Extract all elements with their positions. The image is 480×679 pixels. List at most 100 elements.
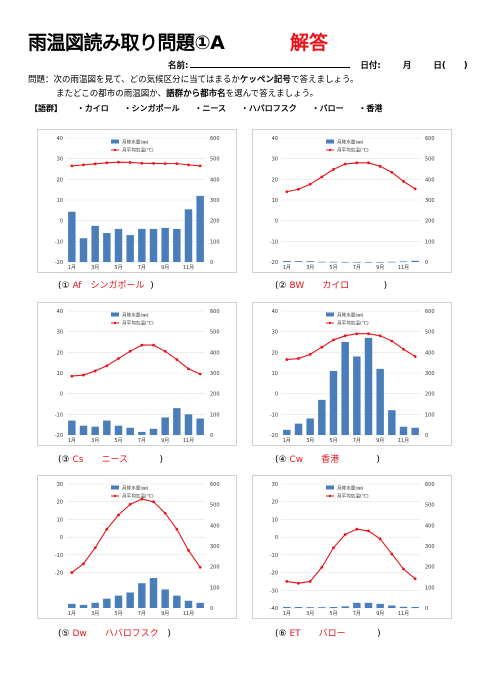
legend-precip-swatch (111, 485, 119, 490)
word-group-item: ・バロー (311, 104, 344, 113)
temp-point (332, 338, 335, 342)
caption-number: (⑥ (275, 629, 287, 639)
temp-point (402, 567, 405, 571)
y-left-tick-label: -20 (55, 571, 63, 577)
temp-point (413, 577, 417, 581)
y-right-tick-label: 600 (425, 482, 435, 488)
precip-bar (411, 427, 419, 435)
y-right-tick-label: 400 (210, 350, 220, 356)
temp-point (297, 187, 300, 191)
question-text: で答えましょう。 (290, 75, 359, 85)
temp-point (332, 168, 335, 171)
temp-point (175, 358, 179, 361)
temp-point (198, 372, 202, 376)
y-right-tick-label: 600 (425, 309, 435, 315)
precip-bar (411, 260, 419, 262)
precip-bar (138, 228, 146, 262)
temp-point (413, 355, 417, 358)
climate-chart-6: 30 20 10 0 -10 -20 -30 -40 600 500 400 300 200 100 0 1月… (252, 475, 452, 619)
caption-answer: Cs ニース (72, 455, 128, 465)
y-right-tick-label: 300 (425, 371, 435, 377)
temp-point (378, 164, 382, 168)
precip-bar (353, 602, 361, 608)
precip-bar (173, 408, 181, 435)
x-tick-label: 11月 (398, 611, 409, 617)
y-right-tick-label: 200 (425, 392, 435, 398)
legend-temp-marker (328, 148, 332, 152)
legend-precip-label: 月降水量(㎜) (122, 485, 149, 492)
x-tick-label: 3月 (306, 265, 314, 271)
temp-line (71, 498, 201, 574)
x-tick-label: 5月 (114, 611, 122, 617)
word-group-item: ・ハバロフスク (240, 104, 297, 113)
precip-bar (184, 600, 193, 608)
answer-label: 解答 (290, 32, 329, 54)
y-right-tick-label: 500 (425, 157, 435, 163)
temp-line (286, 528, 416, 584)
precip-bar (341, 342, 349, 435)
x-tick-label: 3月 (91, 438, 99, 444)
legend-temp-label: 月平均気温(℃) (337, 493, 369, 500)
y-right-tick-label: 300 (425, 544, 435, 550)
x-tick-label: 1月 (68, 611, 76, 617)
x-tick-label: 7月 (353, 438, 361, 444)
y-right-tick-label: 500 (210, 330, 220, 336)
caption-close: ) (167, 629, 171, 639)
precip-bar (149, 428, 158, 435)
x-tick-label: 11月 (183, 438, 194, 444)
precip-bar (149, 578, 158, 608)
temp-point (140, 343, 144, 347)
y-right-tick-label: 400 (210, 177, 220, 183)
name-date-row: 名前: 日付: 月 日() (168, 59, 468, 71)
precip-bar (364, 337, 373, 435)
x-tick-label: 7月 (138, 438, 146, 444)
temp-point (187, 367, 190, 371)
y-left-tick-label: 10 (272, 517, 278, 523)
worksheet-title: 雨温図読み取り問題①A (28, 32, 225, 54)
y-right-tick-label: 300 (210, 371, 220, 377)
caption-number: (⑤ (58, 629, 70, 639)
x-tick-label: 11月 (183, 265, 194, 271)
x-tick-label: 7月 (353, 265, 361, 271)
temp-point (402, 180, 405, 183)
precip-bar (399, 261, 408, 262)
temp-point (367, 529, 370, 533)
precip-bar (294, 423, 303, 435)
x-tick-label: 5月 (329, 265, 337, 271)
word-group-item: ・香港 (358, 104, 383, 113)
name-field[interactable] (190, 59, 351, 68)
y-right-tick-label: 300 (210, 544, 220, 550)
y-left-tick-label: 0 (275, 219, 278, 225)
answer-caption-3: (③ Cs ニース ) (58, 452, 258, 465)
precip-bar (364, 262, 373, 263)
y-left-tick-label: 10 (57, 198, 63, 204)
y-left-tick-label: 20 (272, 500, 278, 506)
y-left-tick-label: -10 (55, 553, 63, 559)
word-group-label: 【語群】 (30, 104, 62, 113)
y-left-tick-label: 30 (272, 482, 278, 488)
precip-bar (196, 418, 204, 435)
y-right-tick-label: 400 (425, 523, 435, 529)
precip-bar (126, 592, 134, 608)
precip-bar (306, 418, 314, 435)
precip-bar (306, 607, 314, 608)
y-left-tick-label: -10 (270, 239, 278, 245)
x-tick-label: 11月 (398, 265, 409, 271)
temp-point (82, 562, 85, 566)
y-right-tick-label: 200 (210, 219, 220, 225)
legend-temp-label: 月平均気温(℃) (337, 320, 369, 327)
precip-bar (114, 595, 123, 608)
precip-bar (294, 261, 303, 262)
temp-point (390, 552, 394, 556)
caption-answer: Cw 香港 (289, 455, 340, 465)
temp-point (105, 527, 109, 531)
x-tick-label: 5月 (329, 611, 337, 617)
y-right-tick-label: 100 (210, 239, 220, 245)
temp-point (70, 164, 74, 168)
precip-bar (353, 356, 361, 435)
y-right-tick-label: 0 (425, 260, 428, 266)
caption-number: (④ (275, 455, 287, 465)
temp-point (82, 373, 85, 377)
y-right-tick-label: 500 (210, 503, 220, 509)
